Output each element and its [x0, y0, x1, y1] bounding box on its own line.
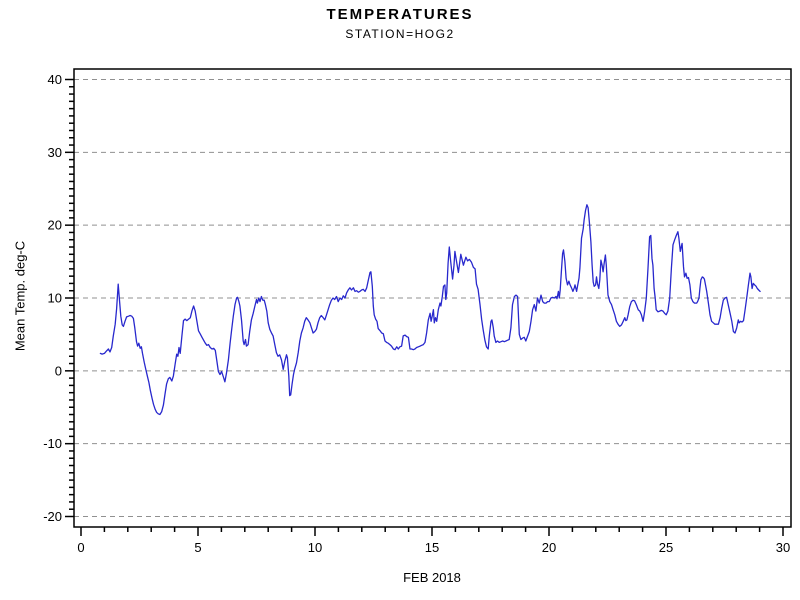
y-tick-label: 20	[48, 218, 62, 233]
plot-frame	[73, 68, 792, 528]
x-tick-label: 30	[776, 540, 790, 555]
x-tick-label: 0	[77, 540, 84, 555]
x-tick-label: 25	[659, 540, 673, 555]
x-tick-label: 20	[542, 540, 556, 555]
y-tick-label: 30	[48, 145, 62, 160]
x-tick-label: 10	[308, 540, 322, 555]
y-tick-label: 10	[48, 291, 62, 306]
y-tick-label: -20	[43, 509, 62, 524]
chart-title: TEMPERATURES	[326, 6, 474, 23]
x-tick-label: 15	[425, 540, 439, 555]
y-tick-label: 40	[48, 72, 62, 87]
y-tick-label: 0	[55, 363, 62, 378]
temperature-line	[99, 204, 761, 416]
x-tick-label: 5	[194, 540, 201, 555]
chart-subtitle: STATION=HOG2	[345, 27, 455, 41]
y-tick-label: -10	[43, 436, 62, 451]
x-axis-title: FEB 2018	[403, 570, 461, 585]
